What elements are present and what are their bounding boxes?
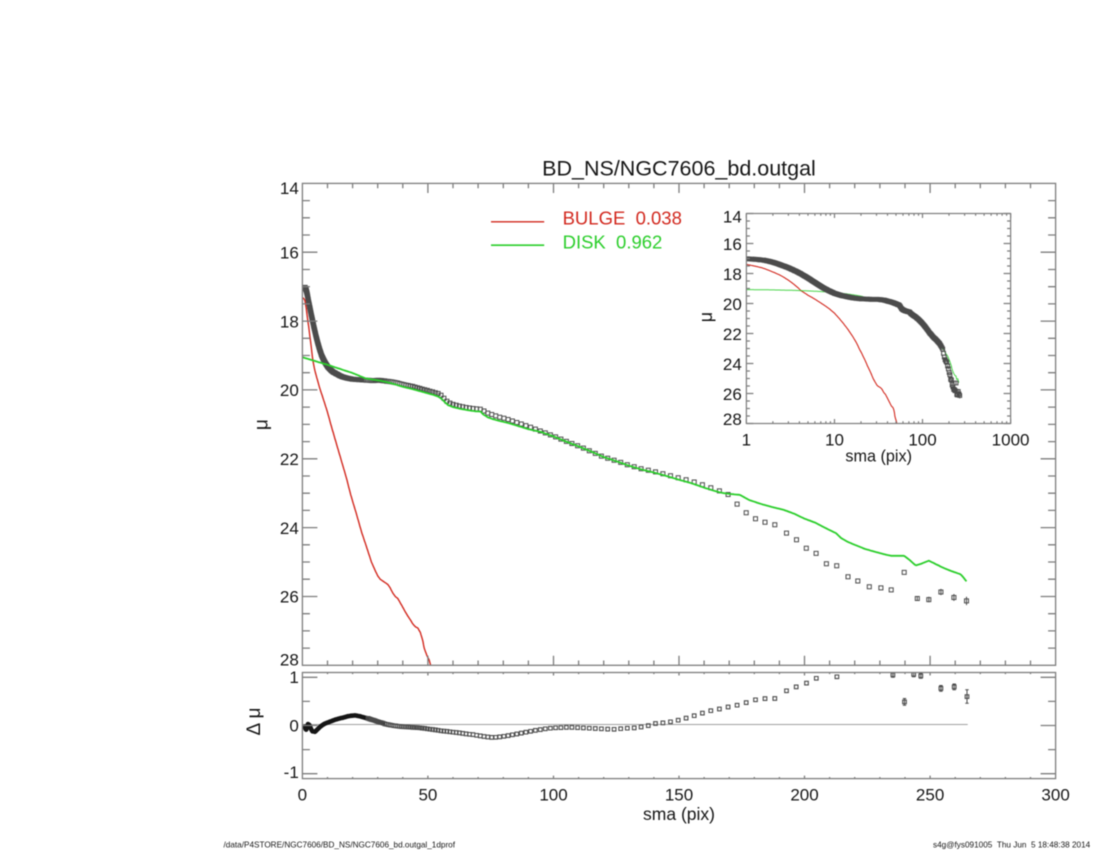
svg-text:0: 0 — [298, 785, 307, 804]
svg-text:50: 50 — [418, 785, 437, 804]
svg-text:-1: -1 — [284, 763, 299, 782]
svg-text:1000: 1000 — [992, 431, 1030, 450]
svg-text:28: 28 — [723, 410, 742, 429]
svg-text:μ: μ — [696, 312, 716, 322]
svg-text:16: 16 — [723, 235, 742, 254]
svg-text:s4g@fys091005 Thu Jun 5 18:4: s4g@fys091005 Thu Jun 5 18:48:38 2014 — [933, 840, 1091, 849]
svg-text:10: 10 — [825, 431, 844, 450]
svg-text:sma (pix): sma (pix) — [845, 447, 912, 465]
svg-text:100: 100 — [539, 785, 567, 804]
svg-text:26: 26 — [280, 588, 299, 607]
svg-text:14: 14 — [723, 207, 742, 226]
svg-text:300: 300 — [1041, 785, 1069, 804]
svg-text:18: 18 — [723, 265, 742, 284]
svg-text:1: 1 — [289, 668, 298, 687]
svg-text:1: 1 — [742, 431, 751, 450]
svg-text:DISK 0.962: DISK 0.962 — [563, 231, 663, 252]
svg-text:150: 150 — [665, 785, 693, 804]
svg-text:BD_NS/NGC7606_bd.outgal: BD_NS/NGC7606_bd.outgal — [542, 157, 816, 181]
svg-text:24: 24 — [280, 519, 299, 538]
svg-text:200: 200 — [790, 785, 818, 804]
svg-text:22: 22 — [723, 325, 742, 344]
svg-text:16: 16 — [280, 243, 299, 262]
svg-text:0: 0 — [289, 717, 298, 736]
svg-text:20: 20 — [723, 295, 742, 314]
svg-text:24: 24 — [723, 355, 742, 374]
svg-text:Δ μ: Δ μ — [244, 708, 265, 736]
svg-text:14: 14 — [280, 179, 299, 198]
svg-text:250: 250 — [916, 785, 944, 804]
svg-text:100: 100 — [908, 431, 936, 450]
svg-text:/data/P4STORE/NGC7606/BD_NS/NG: /data/P4STORE/NGC7606/BD_NS/NGC7606_bd.o… — [224, 841, 456, 850]
svg-text:22: 22 — [280, 450, 299, 469]
svg-text:sma (pix): sma (pix) — [643, 804, 715, 824]
svg-text:BULGE 0.038: BULGE 0.038 — [563, 207, 682, 228]
svg-text:26: 26 — [723, 385, 742, 404]
svg-text:μ: μ — [251, 419, 272, 430]
svg-text:18: 18 — [280, 312, 299, 331]
svg-text:20: 20 — [280, 381, 299, 400]
svg-text:28: 28 — [280, 651, 299, 670]
